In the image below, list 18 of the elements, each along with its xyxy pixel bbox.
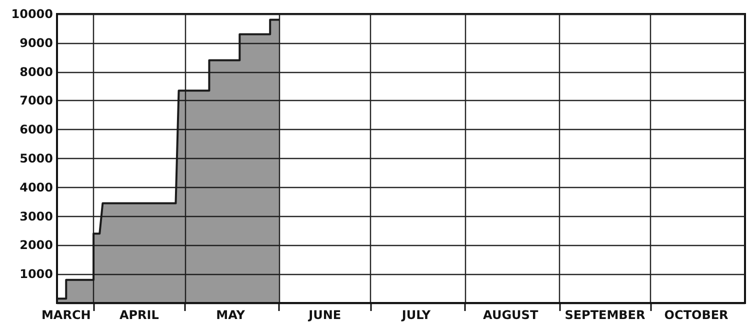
x-tick-label: AUGUST	[483, 308, 539, 322]
y-tick-label: 6000	[20, 122, 53, 137]
y-tick-label: 9000	[20, 36, 53, 50]
y-tick-label: 5000	[20, 152, 53, 166]
x-tick-label: APRIL	[119, 308, 160, 322]
y-tick-label: 1000	[20, 267, 53, 282]
y-tick-label: 4000	[20, 180, 53, 194]
x-tick-label: JULY	[400, 308, 431, 322]
x-tick-label: SEPTEMBER	[564, 308, 646, 322]
x-tick-label: MARCH	[41, 308, 91, 322]
y-tick-label: 10000	[11, 7, 53, 21]
y-tick-label: 2000	[20, 238, 53, 252]
x-tick-label: OCTOBER	[664, 308, 728, 322]
x-tick-label: JUNE	[308, 308, 342, 322]
y-tick-label: 8000	[20, 64, 53, 79]
y-tick-label: 3000	[20, 209, 53, 224]
y-tick-label: 7000	[20, 94, 53, 108]
x-tick-label: MAY	[216, 308, 246, 322]
